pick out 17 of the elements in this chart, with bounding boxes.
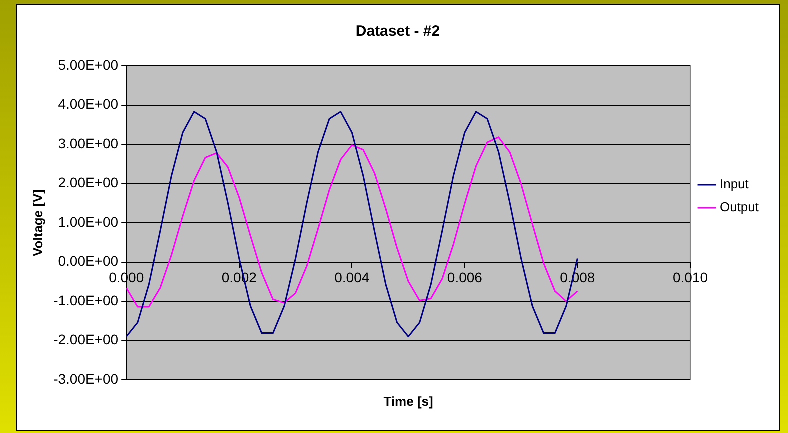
- y-tick-label: 3.00E+00: [58, 135, 119, 152]
- y-tick-label: 4.00E+00: [58, 96, 119, 112]
- x-tick-label: 0.010: [672, 270, 708, 286]
- legend-label: Output: [720, 200, 760, 215]
- y-tick-label: 1.00E+00: [58, 214, 119, 230]
- y-tick-label: -1.00E+00: [54, 292, 119, 308]
- x-tick-label: 0.006: [447, 270, 483, 286]
- y-tick-label: -2.00E+00: [54, 332, 119, 348]
- y-tick-label: 2.00E+00: [58, 174, 119, 191]
- y-tick-label: 5.00E+00: [58, 56, 119, 73]
- x-tick-label: 0.004: [334, 270, 370, 286]
- chart-title: Dataset - #2: [356, 23, 440, 40]
- y-tick-label: -3.00E+00: [54, 370, 119, 387]
- legend-label: Input: [720, 176, 750, 192]
- y-tick-label: 0.00E+00: [58, 253, 119, 270]
- y-axis-title: Voltage [V]: [30, 190, 46, 256]
- x-axis-title: Time [s]: [384, 394, 434, 410]
